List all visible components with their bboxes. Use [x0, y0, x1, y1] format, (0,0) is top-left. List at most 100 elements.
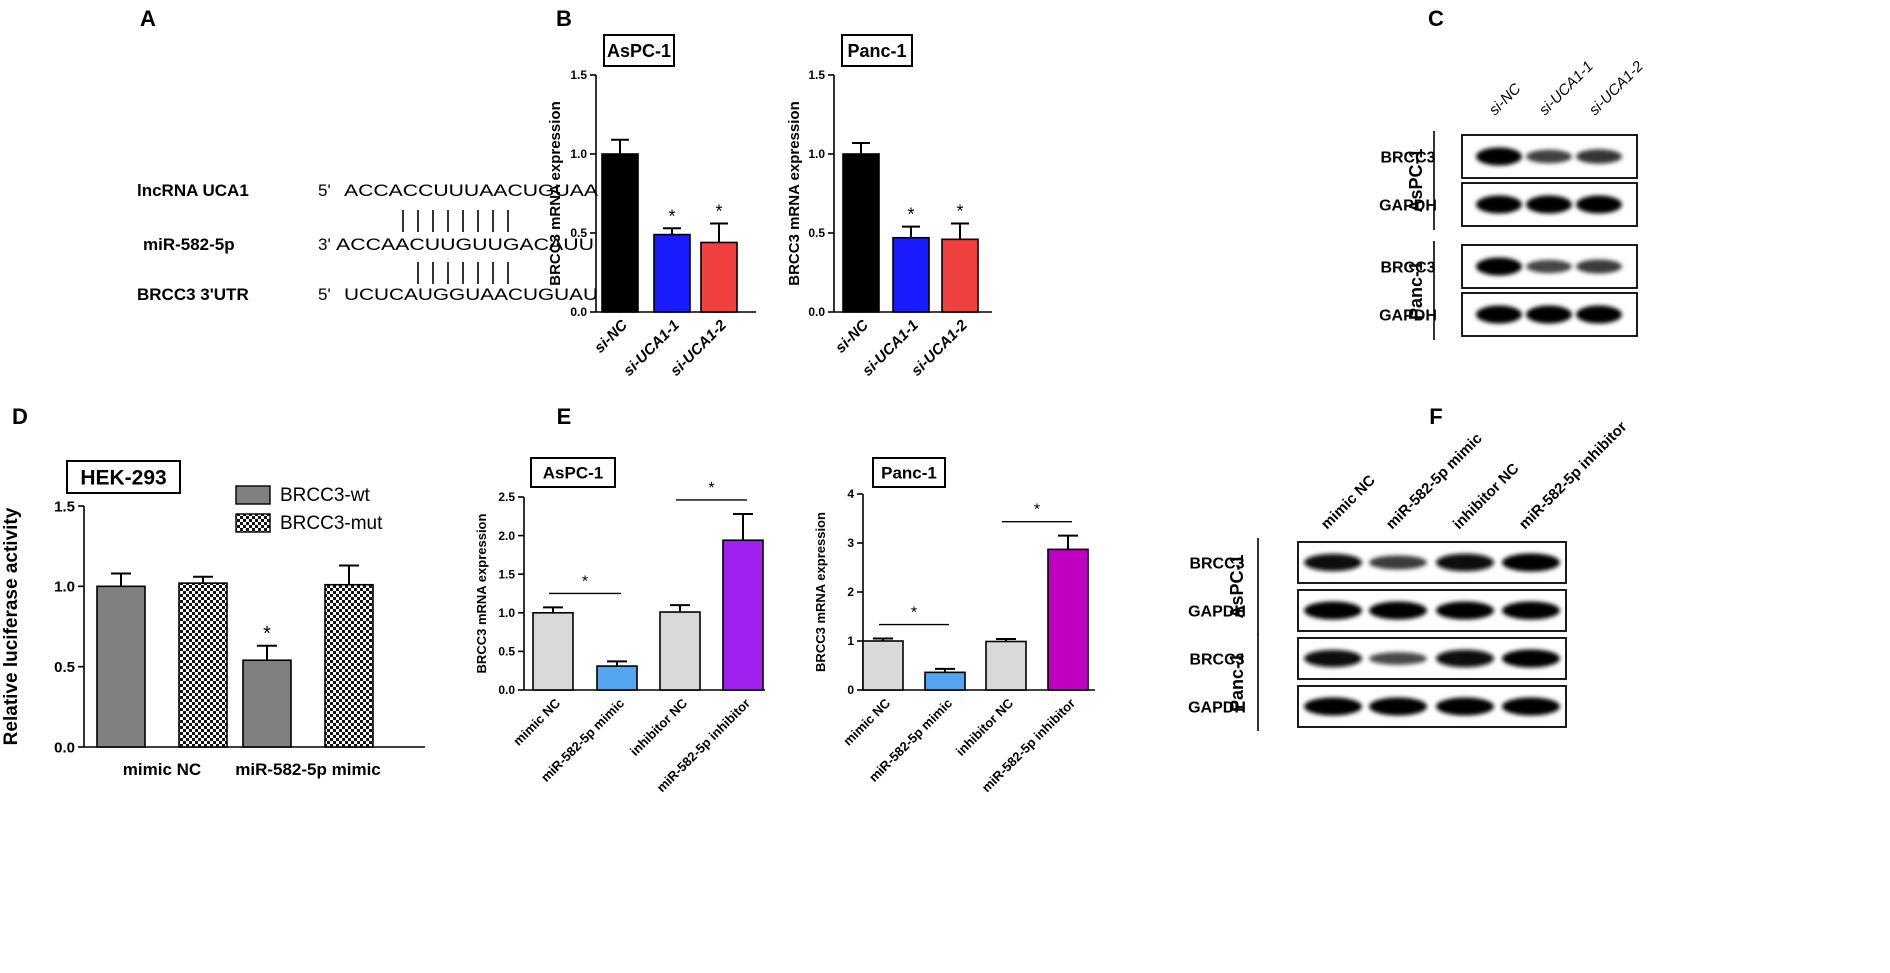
chart-e-panc1: Panc-1 0 1 2 3 4 BRCC3 mRNA expression * * mimic …	[813, 457, 1095, 795]
y-tick-label: 0.0	[570, 305, 587, 319]
bar	[324, 583, 374, 748]
significance-star: *	[1034, 502, 1040, 519]
bar	[532, 611, 574, 691]
blot-band	[1526, 305, 1572, 324]
panel-label-f: F	[1429, 404, 1442, 429]
legend-swatch	[235, 485, 271, 505]
y-axis-label: BRCC3 mRNA expression	[474, 514, 489, 674]
panel-a-alignment: lncRNA UCA1 5' ACCACCUUUAACUGUAA miR-582…	[137, 181, 599, 304]
blot-band	[1526, 149, 1572, 164]
bar	[601, 153, 639, 313]
seq-uca1: ACCACCUUUAACUGUAA	[344, 181, 599, 200]
blot-protein-label: GAPDH	[1188, 604, 1246, 621]
chart-title-box	[872, 457, 946, 488]
x-tick-label: mimic NC	[510, 695, 563, 748]
significance-star: *	[911, 605, 917, 622]
blot-lane-label: mimic NC	[1318, 472, 1379, 533]
blot-band	[1369, 601, 1427, 620]
y-axis-label: Relative luciferase activity	[1, 507, 22, 745]
x-tick-label: mimic NC	[123, 760, 201, 779]
chart-b-aspc1: AsPC-1 0.0 0.5 1.0 1.5 BRCC3 mRNA expression *…	[547, 34, 756, 380]
x-tick-label: inhibitor NC	[953, 695, 1017, 759]
blot-band	[1576, 149, 1622, 164]
chart-title-box	[530, 457, 616, 488]
seq-prefix-brcc3: 5'	[318, 285, 331, 304]
bar	[659, 611, 701, 691]
y-axis-label: BRCC3 mRNA expression	[813, 512, 828, 672]
y-tick-label: 1.5	[54, 498, 75, 515]
chart-title-box	[66, 460, 181, 494]
chart-title: AsPC-1	[543, 464, 603, 483]
significance-star: *	[956, 202, 963, 222]
blot-band	[1476, 195, 1522, 214]
seq-prefix-mir582: 3'	[318, 235, 331, 254]
bar	[596, 665, 638, 691]
y-axis-label: BRCC3 mRNA expression	[786, 101, 803, 286]
seq-mir582: ACCAACUUGUUGACAUU	[336, 235, 594, 254]
blot-protein-label: GAPDH	[1188, 700, 1246, 717]
chart-e-aspc1: AsPC-1 0.0 0.5 1.0 1.5 2.0 2.5 BRCC3 mRNA expre…	[474, 457, 765, 795]
bar	[941, 238, 979, 313]
y-tick-label: 1.0	[54, 579, 75, 596]
blot-lane-label: miR-582-5p inhibitor	[1516, 418, 1631, 533]
blot-cell-label: Panc-1	[1406, 261, 1426, 320]
y-tick-label: 1.5	[808, 68, 825, 82]
blot-band	[1502, 601, 1560, 620]
y-axis-label: BRCC3 mRNA expression	[547, 101, 564, 286]
blot-lane-label: si-NC	[1486, 80, 1525, 119]
seq-brcc3: UCUCAUGGUAACUGUAU	[344, 285, 598, 304]
chart-title: AsPC-1	[607, 41, 671, 61]
bar	[700, 241, 738, 313]
blot-lane-label: si-UCA1-2	[1586, 57, 1647, 118]
legend-label: BRCC3-mut	[280, 513, 383, 534]
blot-protein-label: BRCC3	[1380, 260, 1435, 277]
base-pairing-top	[402, 210, 509, 232]
bar	[653, 233, 691, 313]
y-tick-label: 2.0	[498, 529, 515, 543]
bar	[242, 659, 292, 748]
bar	[862, 640, 904, 691]
blot-band	[1476, 147, 1522, 166]
blot-band	[1436, 697, 1494, 716]
panel-label-c: C	[1428, 6, 1444, 31]
western-blot-c: si-NC si-UCA1-1si-UCA1-2AsPC-1BRCC3GAPDHP…	[1379, 57, 1647, 340]
blot-protein-label: BRCC3	[1189, 556, 1244, 573]
y-tick-label: 2.5	[498, 490, 515, 504]
bar	[178, 582, 228, 748]
seq-prefix-uca1: 5'	[318, 181, 331, 200]
chart-title: Panc-1	[881, 464, 937, 483]
chart-d-luciferase: HEK-293 0.0 0.5 1.0 1.5 Relative luciferase a…	[1, 460, 425, 779]
y-tick-label: 0.5	[54, 659, 75, 676]
blot-protein-label: GAPDH	[1379, 198, 1437, 215]
blot-band	[1369, 555, 1427, 570]
y-tick-label: 0.5	[570, 226, 587, 240]
y-tick-label: 1.0	[808, 147, 825, 161]
y-tick-label: 0.0	[498, 683, 515, 697]
blot-band	[1304, 697, 1362, 716]
y-tick-label: 1.5	[498, 567, 515, 581]
bar	[985, 640, 1027, 691]
blot-band	[1576, 259, 1622, 274]
y-tick-label: 0.5	[808, 226, 825, 240]
y-tick-label: 0.0	[54, 739, 75, 756]
blot-protein-label: GAPDH	[1379, 308, 1437, 325]
chart-title: Panc-1	[847, 41, 906, 61]
chart-title-box	[603, 34, 675, 67]
blot-band	[1502, 697, 1560, 716]
blot-band	[1526, 195, 1572, 214]
seq-name-uca1: lncRNA UCA1	[137, 181, 249, 200]
significance-star: *	[582, 573, 588, 590]
y-tick-label: 1.5	[570, 68, 587, 82]
bar	[96, 585, 146, 748]
bar	[842, 153, 880, 313]
blot-band	[1304, 649, 1362, 668]
bar	[1047, 548, 1089, 691]
chart-title-box	[841, 34, 913, 67]
x-tick-label: inhibitor NC	[627, 695, 691, 759]
y-tick-label: 3	[847, 536, 854, 550]
significance-star: *	[907, 205, 914, 225]
x-tick-label: si-NC	[591, 316, 632, 357]
blot-band	[1476, 305, 1522, 324]
